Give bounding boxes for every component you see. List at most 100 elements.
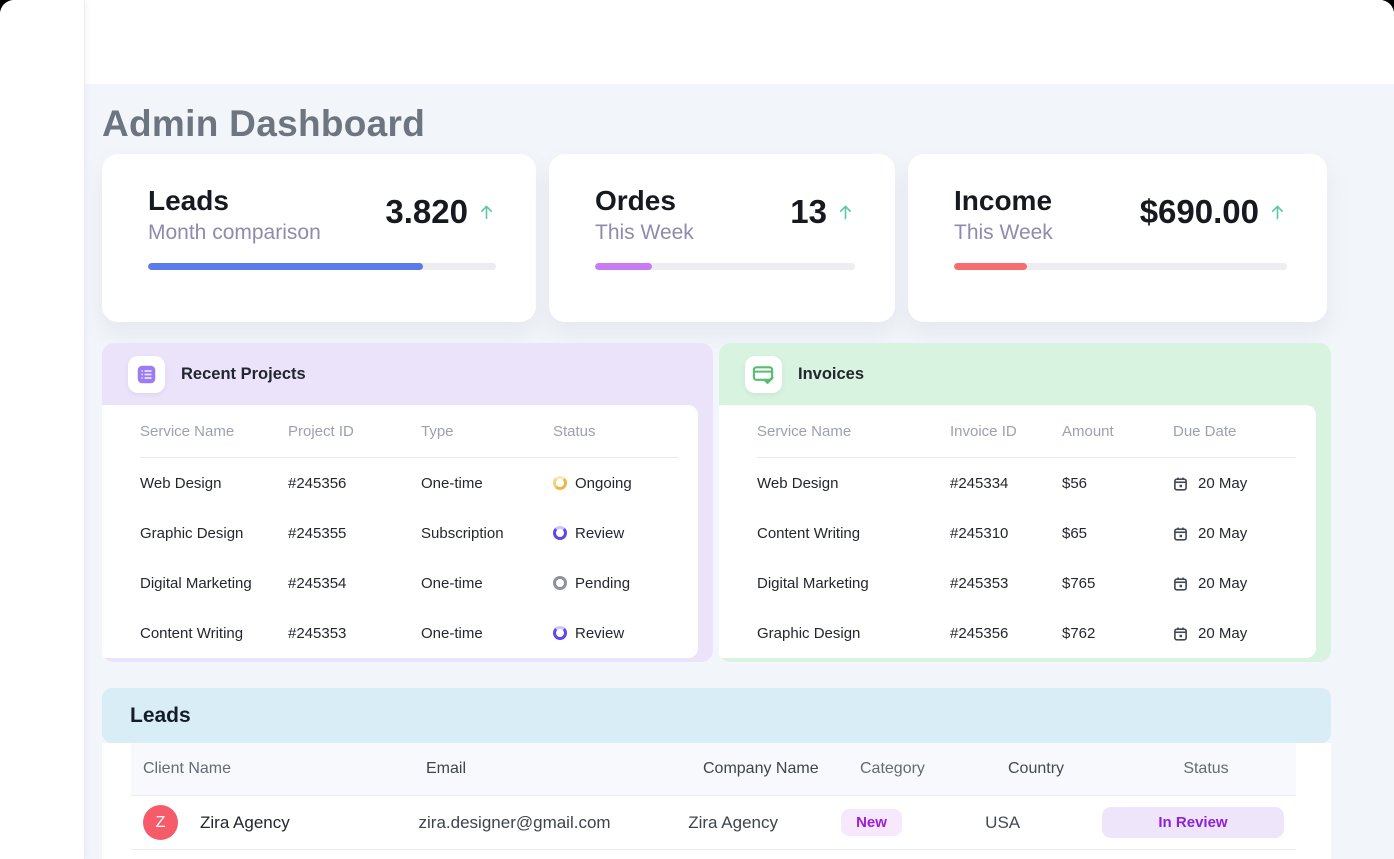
invoice-card-icon xyxy=(745,355,782,393)
panel-title: Invoices xyxy=(798,364,865,383)
table-row[interactable]: Graphic Design #245356 $762 20 May xyxy=(757,608,1296,658)
dashboard-content: Admin Dashboard Leads Month comparison 3… xyxy=(85,84,1394,859)
project-type: Subscription xyxy=(421,524,504,542)
invoice-id: #245334 xyxy=(950,474,1009,492)
stat-card-leads: Leads Month comparison 3.820 xyxy=(102,154,536,322)
project-id: #245353 xyxy=(288,624,347,642)
stat-card-income: Income This Week $690.00 xyxy=(908,154,1327,322)
due-date-cell: 20 May xyxy=(1173,475,1296,492)
service-name: Digital Marketing xyxy=(140,574,252,592)
stat-card-subtitle: This Week xyxy=(954,221,1053,244)
calendar-icon xyxy=(1174,627,1187,641)
column-header: Company Name xyxy=(703,760,819,777)
calendar-icon xyxy=(1174,577,1187,591)
column-header: Project ID xyxy=(288,422,354,440)
progress-track xyxy=(148,263,496,270)
project-type: One-time xyxy=(421,574,483,592)
column-header: Type xyxy=(421,422,454,440)
status-badge: In Review xyxy=(1102,807,1284,838)
due-date: 20 May xyxy=(1198,574,1248,592)
table-row[interactable]: Digital Marketing #245354 One-time Pendi… xyxy=(140,558,678,608)
stat-card-subtitle: Month comparison xyxy=(148,221,321,244)
service-name: Content Writing xyxy=(757,524,861,542)
progress-fill xyxy=(595,263,653,270)
arrow-up-icon xyxy=(480,205,493,220)
recent-projects-panel: Recent Projects Service Name Project ID … xyxy=(102,343,713,662)
column-header: Due Date xyxy=(1173,422,1237,440)
leads-row[interactable]: Z Zira Agency zira.designer@gmail.com Zi… xyxy=(131,796,1296,850)
panel-title: Recent Projects xyxy=(181,364,306,383)
arrow-up-icon xyxy=(839,205,852,220)
table-row[interactable]: Content Writing #245353 One-time Review xyxy=(140,608,678,658)
invoice-amount: $56 xyxy=(1062,474,1088,492)
column-header: Status xyxy=(553,422,596,440)
due-date-cell: 20 May xyxy=(1173,625,1296,642)
country: USA xyxy=(985,812,1021,832)
table-header: Service Name Invoice ID Amount Due Date xyxy=(757,405,1296,458)
client-cell: Z Zira Agency xyxy=(143,805,419,840)
due-date-cell: 20 May xyxy=(1173,525,1296,542)
column-header: Email xyxy=(426,760,467,777)
progress-track xyxy=(595,263,855,270)
project-id: #245354 xyxy=(288,574,347,592)
table-row[interactable]: Digital Marketing #245353 $765 20 May xyxy=(757,558,1296,608)
column-header: Country xyxy=(1008,760,1065,777)
client-email: zira.designer@gmail.com xyxy=(418,812,611,832)
main-area: Admin Dashboard Leads Month comparison 3… xyxy=(85,0,1394,859)
column-header: Amount xyxy=(1062,422,1114,440)
stat-card-value: $690.00 xyxy=(1139,193,1259,230)
column-header: Invoice ID xyxy=(950,422,1017,440)
stat-card-value: 13 xyxy=(790,193,827,230)
project-type: One-time xyxy=(421,474,483,492)
table-row[interactable]: Web Design #245356 One-time Ongoing xyxy=(140,458,678,508)
status-label: Review xyxy=(575,524,625,542)
stat-card-title: Leads xyxy=(148,185,229,216)
stat-card-value: 3.820 xyxy=(385,193,468,230)
category-badge: New xyxy=(841,809,902,836)
status-label: Pending xyxy=(575,574,631,592)
status-cell: Review xyxy=(553,525,678,542)
sidebar[interactable] xyxy=(0,0,85,859)
status-ongoing-icon xyxy=(553,475,567,490)
status-cell: In Review xyxy=(1102,807,1284,838)
progress-track xyxy=(954,263,1287,270)
invoice-amount: $65 xyxy=(1062,524,1088,542)
invoice-amount: $762 xyxy=(1062,624,1096,642)
client-name: Zira Agency xyxy=(200,812,290,832)
service-name: Content Writing xyxy=(140,624,244,642)
stat-card-title: Income xyxy=(954,185,1053,216)
due-date: 20 May xyxy=(1198,624,1248,642)
leads-table: Client Name Email Company Name Category … xyxy=(102,743,1331,859)
category-cell: New xyxy=(841,809,985,836)
service-name: Graphic Design xyxy=(757,624,861,642)
due-date: 20 May xyxy=(1198,524,1248,542)
leads-table-header: Client Name Email Company Name Category … xyxy=(131,743,1296,796)
table-row[interactable]: Graphic Design #245355 Subscription Revi… xyxy=(140,508,678,558)
invoice-id: #245353 xyxy=(950,574,1009,592)
table-row[interactable]: Web Design #245334 $56 20 May xyxy=(757,458,1296,508)
status-label: Review xyxy=(575,624,625,642)
column-header: Client Name xyxy=(143,760,232,777)
table-row[interactable]: Content Writing #245310 $65 20 May xyxy=(757,508,1296,558)
leads-section-header: Leads xyxy=(102,688,1331,743)
table-header: Service Name Project ID Type Status xyxy=(140,405,678,458)
status-cell: Ongoing xyxy=(553,475,678,492)
status-label: Ongoing xyxy=(575,474,632,492)
invoices-header: Invoices xyxy=(719,343,1331,405)
recent-projects-header: Recent Projects xyxy=(102,343,713,405)
status-review-icon xyxy=(553,625,567,640)
status-review-icon xyxy=(553,525,567,540)
project-list-icon xyxy=(128,355,165,393)
invoice-amount: $765 xyxy=(1062,574,1096,592)
arrow-up-icon xyxy=(1271,205,1284,220)
project-id: #245355 xyxy=(288,524,347,542)
project-id: #245356 xyxy=(288,474,347,492)
service-name: Graphic Design xyxy=(140,524,244,542)
recent-projects-table: Service Name Project ID Type Status Web … xyxy=(102,405,698,658)
invoices-table: Service Name Invoice ID Amount Due Date … xyxy=(719,405,1316,658)
column-header: Category xyxy=(860,760,925,777)
due-date-cell: 20 May xyxy=(1173,575,1296,592)
panels-row: Recent Projects Service Name Project ID … xyxy=(102,343,1331,662)
status-pending-icon xyxy=(553,575,567,590)
company-name: Zira Agency xyxy=(688,812,778,832)
